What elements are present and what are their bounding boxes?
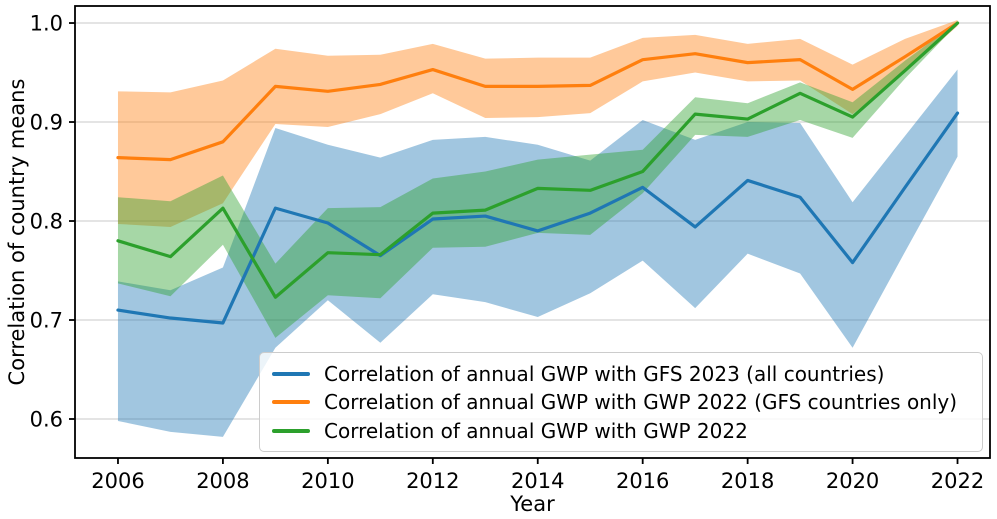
x-tick-label-2018: 2018 bbox=[721, 469, 774, 493]
y-tick-label-0.7: 0.7 bbox=[30, 309, 63, 333]
legend-line-swatch-gfs-2023-all-countries bbox=[272, 371, 310, 376]
legend-label: Correlation of annual GWP with GWP 2022 bbox=[324, 418, 748, 443]
confidence-band-gwp-2022-gfs-countries-only bbox=[117, 20, 958, 227]
y-tick-label-1.0: 1.0 bbox=[30, 12, 63, 36]
confidence-band-gfs-2023-all-countries bbox=[117, 69, 958, 437]
y-tick-label-0.9: 0.9 bbox=[30, 111, 63, 135]
x-tick-label-2012: 2012 bbox=[406, 469, 459, 493]
series-line-gwp-2022 bbox=[116, 21, 960, 299]
legend-item-gfs-2023-all-countries: Correlation of annual GWP with GFS 2023 … bbox=[272, 362, 972, 386]
y-tick-label-0.6: 0.6 bbox=[30, 407, 63, 431]
x-tick-label-2010: 2010 bbox=[301, 469, 354, 493]
legend-label: Correlation of annual GWP with GWP 2022 … bbox=[324, 390, 958, 414]
legend-label: Correlation of annual GWP with GFS 2023 … bbox=[324, 361, 885, 386]
x-axis-label: Year bbox=[509, 492, 555, 516]
legend-item-gwp-2022: Correlation of annual GWP with GWP 2022 bbox=[272, 419, 972, 443]
x-tick-label-2020: 2020 bbox=[826, 469, 879, 493]
y-axis-label: Correlation of country means bbox=[5, 79, 29, 386]
x-tick-label-2016: 2016 bbox=[616, 469, 669, 493]
legend-line-swatch-gwp-2022-gfs-countries-only bbox=[272, 400, 310, 404]
plot-frame bbox=[74, 5, 991, 459]
legend: Correlation of annual GWP with GFS 2023 … bbox=[259, 352, 983, 452]
x-tick-label-2014: 2014 bbox=[511, 469, 564, 493]
x-tick-label-2022: 2022 bbox=[931, 469, 984, 493]
legend-item-gwp-2022-gfs-countries-only: Correlation of annual GWP with GWP 2022 … bbox=[272, 390, 972, 414]
x-tick-label-2008: 2008 bbox=[196, 469, 249, 493]
legend-line-swatch-gwp-2022 bbox=[272, 428, 310, 433]
x-tick-label-2006: 2006 bbox=[91, 469, 144, 493]
series-line-gfs-2023-all-countries bbox=[116, 111, 960, 325]
confidence-band-gwp-2022 bbox=[117, 22, 958, 338]
series-line-gwp-2022-gfs-countries-only bbox=[116, 21, 960, 162]
y-tick-label-0.8: 0.8 bbox=[30, 210, 63, 234]
